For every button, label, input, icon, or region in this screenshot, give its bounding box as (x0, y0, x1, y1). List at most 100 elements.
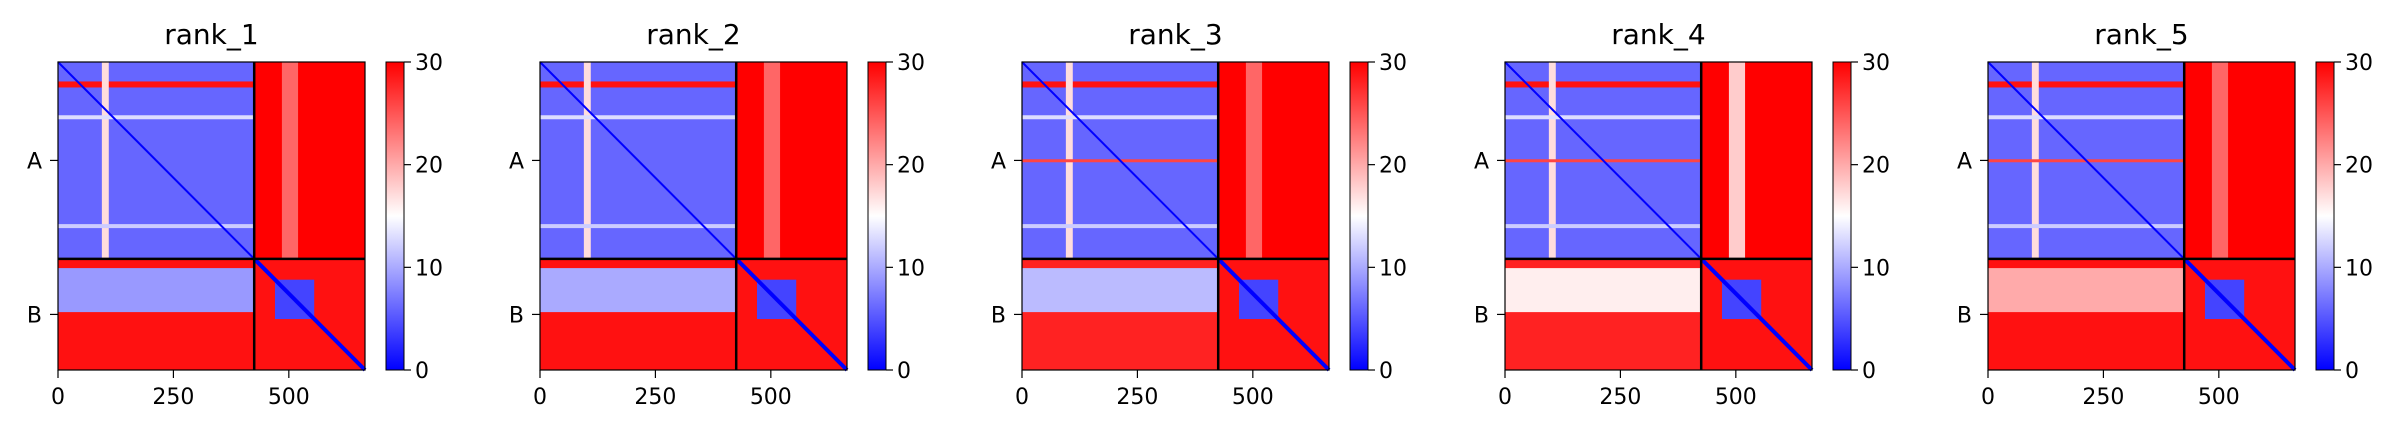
stripe-a-row-light (1505, 224, 1702, 229)
diagonal-A (1021, 61, 1219, 260)
block-A-B (1701, 62, 1812, 259)
colorbar-tick-label: 10 (1379, 256, 1407, 281)
stripe-a-row-red (58, 81, 255, 88)
band-A-B (763, 62, 781, 259)
panel-rank-2: rank_2 0 250 500 A B 0 10 20 30 (509, 18, 925, 410)
stripe-a-col-white (583, 62, 591, 259)
diagonal-A (57, 61, 255, 260)
stripe-a-row-red (1022, 81, 1219, 88)
colorbar-tick-label: 20 (2345, 154, 2373, 179)
stripe-a-row-white (1988, 115, 2185, 120)
band-B-A (1505, 268, 1702, 313)
diagonal-B (2182, 257, 2297, 372)
diagonal-A (1504, 61, 1702, 260)
stripe-a-row-light (1988, 224, 2185, 229)
x-tick-label: 0 (51, 385, 65, 410)
y-tick-label: B (1474, 303, 1489, 328)
band-B-A (1988, 268, 2185, 313)
band-B-A (1022, 268, 1219, 313)
colorbar-tick-label: 30 (897, 51, 925, 76)
colorbar (1832, 61, 1852, 371)
panel-rank-3: rank_3 0 250 500 A B 0 10 20 30 (991, 18, 1407, 410)
stripe-a-row-light (540, 224, 737, 229)
y-tick-label: A (27, 149, 42, 174)
y-tick-label: B (1957, 303, 1972, 328)
colorbar (867, 61, 887, 371)
y-tick-label: A (991, 149, 1006, 174)
stripe-a-row-red (1505, 81, 1702, 88)
band-A-B (281, 62, 299, 259)
plot-frame (539, 61, 848, 371)
colorbar-tick-label: 30 (1379, 51, 1407, 76)
colorbar-tick-label: 0 (415, 359, 429, 384)
colorbar (385, 61, 405, 371)
x-tick-label: 250 (1116, 385, 1158, 410)
colorbar-tick-label: 30 (1862, 51, 1890, 76)
x-tick-label: 500 (1715, 385, 1757, 410)
y-tick-label: B (991, 303, 1006, 328)
band-A-B (1728, 62, 1746, 259)
stripe-a-row-white (1022, 115, 1219, 120)
block-A-B (1218, 62, 1329, 259)
colorbar-tick-label: 10 (415, 256, 443, 281)
colorbar-tick-label: 30 (2345, 51, 2373, 76)
stripe-a-row-light (58, 224, 255, 229)
block-A-B (2184, 62, 2295, 259)
y-tick-label: A (1957, 149, 1972, 174)
stripe-a-row-light (1022, 224, 1219, 229)
y-tick-label: A (1474, 149, 1489, 174)
colorbar (2315, 61, 2335, 371)
colorbar-tick-label: 20 (1379, 154, 1407, 179)
band-B-A (540, 268, 737, 313)
colorbar-tick-label: 10 (2345, 256, 2373, 281)
plot-frame (57, 61, 366, 371)
stripe-a-row-white (540, 115, 737, 120)
colorbar-tick-label: 10 (897, 256, 925, 281)
stripe-a-row-white (58, 115, 255, 120)
diagonal-B (1216, 257, 1331, 372)
colorbar-tick-label: 0 (2345, 359, 2359, 384)
panel-rank-1: rank_1 0 250 500 A B 0 10 20 30 (27, 18, 443, 410)
colorbar-tick-label: 0 (897, 359, 911, 384)
x-tick-label: 0 (533, 385, 547, 410)
panel-title: rank_3 (1128, 18, 1222, 51)
plot-frame (1987, 61, 2296, 371)
plot-frame (1504, 61, 1813, 371)
colorbar-tick-label: 0 (1862, 359, 1876, 384)
x-tick-label: 250 (152, 385, 194, 410)
plot-frame (1021, 61, 1330, 371)
colorbar-tick-label: 30 (415, 51, 443, 76)
band-B-A (58, 268, 255, 313)
y-tick-label: B (27, 303, 42, 328)
colorbar-tick-label: 10 (1862, 256, 1890, 281)
stripe-a-row-red (540, 81, 737, 88)
colorbar (1349, 61, 1369, 371)
x-tick-label: 250 (2082, 385, 2124, 410)
block-A-B (254, 62, 365, 259)
x-tick-label: 500 (750, 385, 792, 410)
y-tick-label: A (509, 149, 524, 174)
diagonal-A (1987, 61, 2185, 260)
block-A-B (736, 62, 847, 259)
diagonal-B (734, 257, 849, 372)
colorbar-tick-label: 20 (897, 154, 925, 179)
panel-rank-4: rank_4 0 250 500 A B 0 10 20 30 (1474, 18, 1890, 410)
x-tick-label: 0 (1498, 385, 1512, 410)
panel-title: rank_2 (646, 18, 740, 51)
colorbar-tick-label: 0 (1379, 359, 1393, 384)
x-tick-label: 250 (1599, 385, 1641, 410)
band-A-B (1245, 62, 1263, 259)
colorbar-tick-label: 20 (1862, 154, 1890, 179)
x-tick-label: 500 (268, 385, 310, 410)
diagonal-B (1699, 257, 1814, 372)
stripe-a-col-white (101, 62, 109, 259)
x-tick-label: 0 (1981, 385, 1995, 410)
x-tick-label: 0 (1015, 385, 1029, 410)
colorbar-tick-label: 20 (415, 154, 443, 179)
stripe-a-row-white (1505, 115, 1702, 120)
diagonal-B (252, 257, 367, 372)
band-A-B (2211, 62, 2229, 259)
panel-rank-5: rank_5 0 250 500 A B 0 10 20 30 (1957, 18, 2373, 410)
x-tick-label: 500 (2198, 385, 2240, 410)
